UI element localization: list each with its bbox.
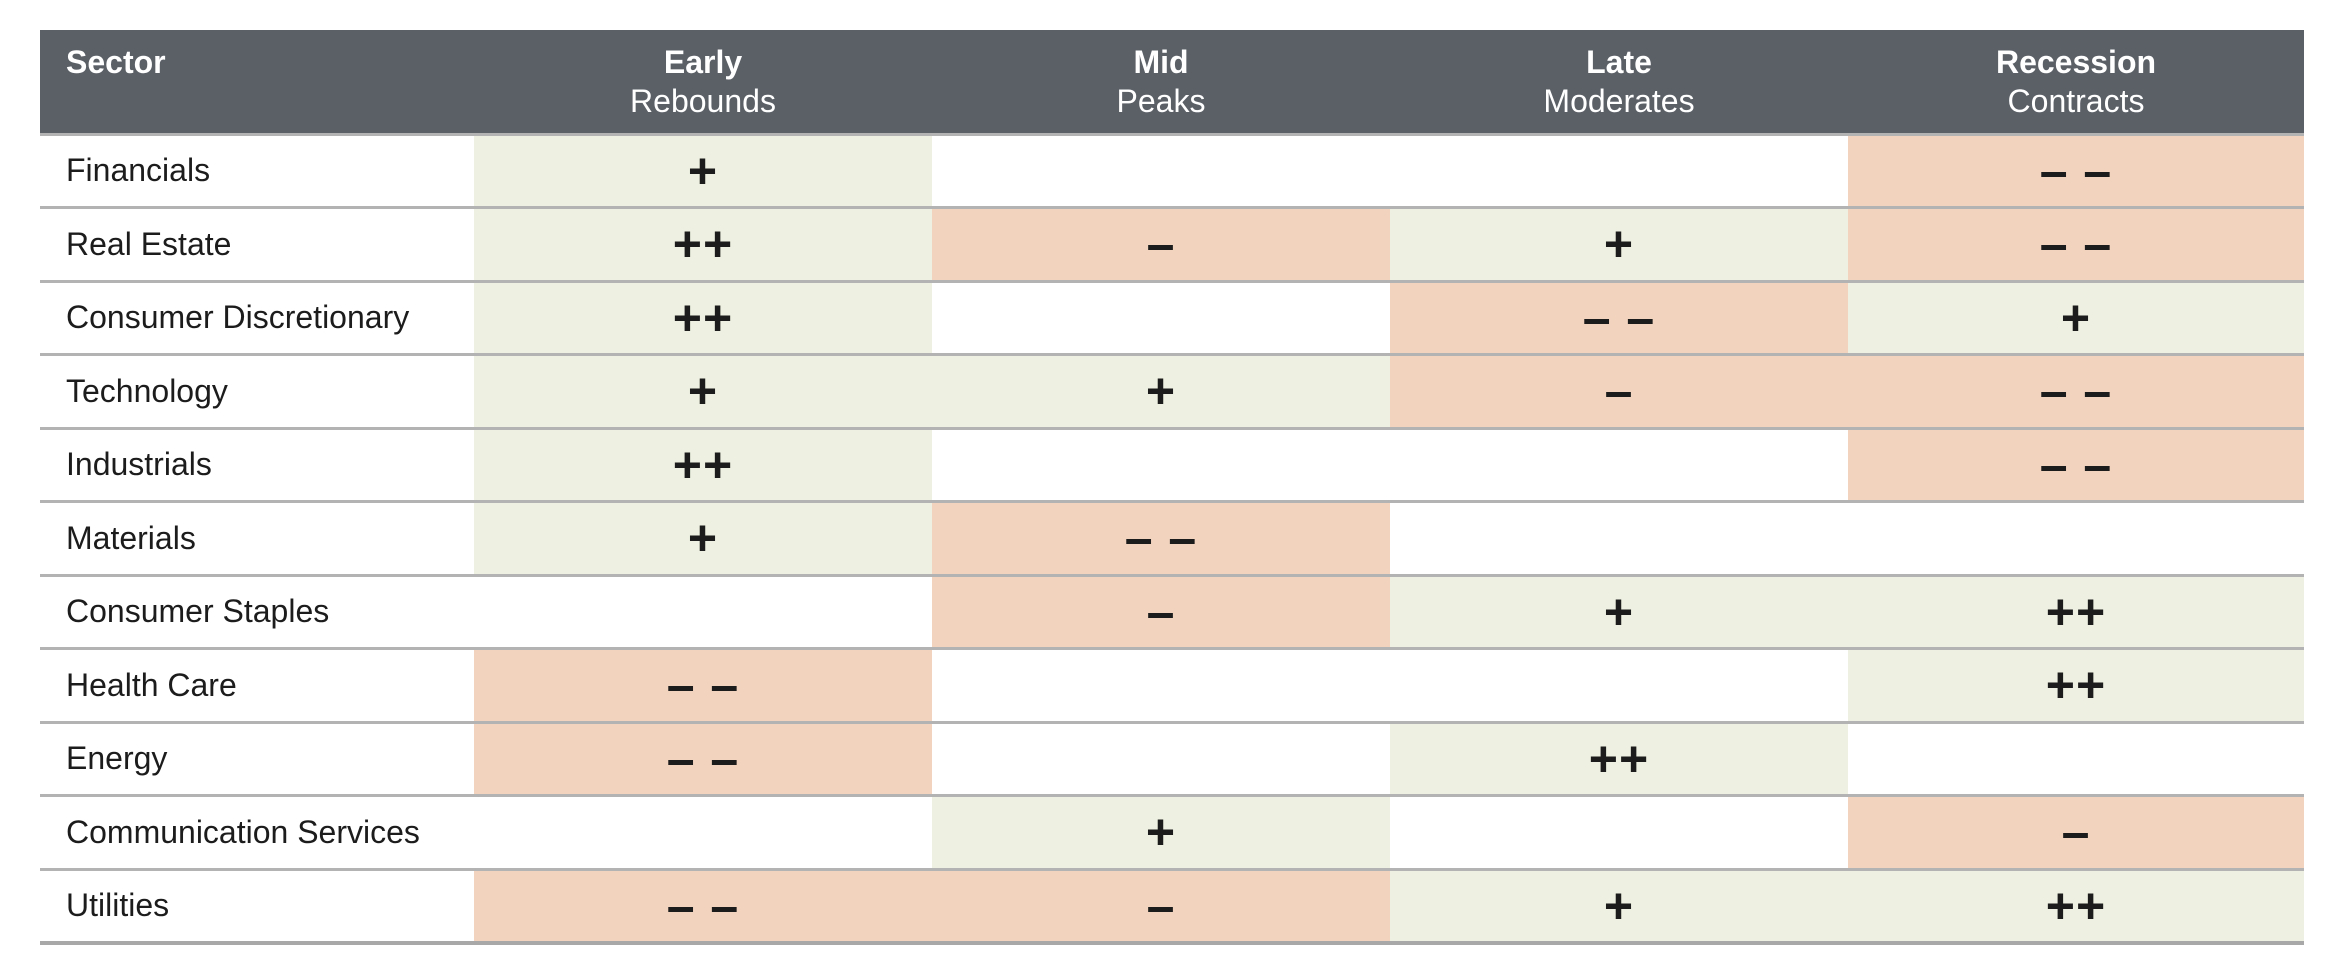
cell-early: – – <box>474 867 932 945</box>
cell-mid <box>932 426 1390 502</box>
sector-label: Industrials <box>40 426 474 502</box>
sector-label: Consumer Staples <box>40 573 474 649</box>
cell-mid <box>932 132 1390 208</box>
sector-label: Health Care <box>40 647 474 722</box>
phase-name: Recession <box>1995 44 2157 80</box>
cell-late: + <box>1390 573 1848 649</box>
column-header-late: Late Moderates <box>1390 30 1848 134</box>
sector-label: Materials <box>40 500 474 575</box>
table-row-health-care: Health Care – – ++ <box>40 647 2304 722</box>
sector-label: Financials <box>40 132 474 208</box>
table-row-energy: Energy – – ++ <box>40 720 2304 796</box>
cell-early: + <box>474 353 932 428</box>
header-sector-label: Sector <box>66 44 166 80</box>
column-header-sector: Sector <box>40 30 474 134</box>
header-row: Sector Early Rebounds Mid Peaks Late Mod… <box>40 30 2304 134</box>
cell-early: + <box>474 500 932 575</box>
cell-mid: – <box>932 573 1390 649</box>
phase-name: Late <box>1586 44 1652 80</box>
sector-label: Technology <box>40 353 474 428</box>
table-row-communication-services: Communication Services + – <box>40 794 2304 869</box>
cell-recession: – <box>1848 794 2304 869</box>
cell-late <box>1390 647 1848 722</box>
cell-late: + <box>1390 206 1848 281</box>
cell-early: – – <box>474 720 932 796</box>
cell-mid: – – <box>932 500 1390 575</box>
sector-label: Energy <box>40 720 474 796</box>
cell-recession: – – <box>1848 132 2304 208</box>
phase-name: Mid <box>1133 44 1189 80</box>
sector-business-cycle-table: Sector Early Rebounds Mid Peaks Late Mod… <box>40 30 2304 945</box>
sector-label: Real Estate <box>40 206 474 281</box>
cell-late <box>1390 426 1848 502</box>
cell-recession: – – <box>1848 353 2304 428</box>
sector-performance-table: Sector Early Rebounds Mid Peaks Late Mod… <box>40 30 2304 945</box>
table-row-real-estate: Real Estate ++ – + – – <box>40 206 2304 281</box>
cell-early: + <box>474 132 932 208</box>
column-header-mid: Mid Peaks <box>932 30 1390 134</box>
cell-early: ++ <box>474 206 932 281</box>
cell-recession: ++ <box>1848 867 2304 945</box>
cell-recession: ++ <box>1848 573 2304 649</box>
cell-early: ++ <box>474 426 932 502</box>
cell-mid: – <box>932 206 1390 281</box>
table-row-utilities: Utilities – – – + ++ <box>40 867 2304 945</box>
column-header-recession: Recession Contracts <box>1848 30 2304 134</box>
table-row-consumer-discretionary: Consumer Discretionary ++ – – + <box>40 279 2304 355</box>
phase-subtitle: Rebounds <box>630 83 776 119</box>
cell-recession: + <box>1848 279 2304 355</box>
sector-label: Utilities <box>40 867 474 945</box>
cell-late <box>1390 500 1848 575</box>
phase-subtitle: Contracts <box>2007 83 2145 119</box>
column-header-early: Early Rebounds <box>474 30 932 134</box>
cell-recession: – – <box>1848 426 2304 502</box>
cell-mid: + <box>932 353 1390 428</box>
cell-late <box>1390 132 1848 208</box>
cell-early: ++ <box>474 279 932 355</box>
cell-recession <box>1848 500 2304 575</box>
cell-early <box>474 794 932 869</box>
table-row-materials: Materials + – – <box>40 500 2304 575</box>
cell-late <box>1390 794 1848 869</box>
cell-early <box>474 573 932 649</box>
phase-subtitle: Moderates <box>1543 83 1695 119</box>
cell-mid <box>932 647 1390 722</box>
table-row-industrials: Industrials ++ – – <box>40 426 2304 502</box>
sector-label: Communication Services <box>40 794 474 869</box>
cell-late: – <box>1390 353 1848 428</box>
cell-late: – – <box>1390 279 1848 355</box>
cell-recession: ++ <box>1848 647 2304 722</box>
phase-name: Early <box>663 44 743 80</box>
cell-mid: – <box>932 867 1390 945</box>
cell-recession <box>1848 720 2304 796</box>
phase-subtitle: Peaks <box>1116 83 1206 119</box>
table-row-consumer-staples: Consumer Staples – + ++ <box>40 573 2304 649</box>
sector-label: Consumer Discretionary <box>40 279 474 355</box>
cell-late: ++ <box>1390 720 1848 796</box>
cell-mid <box>932 720 1390 796</box>
cell-mid: + <box>932 794 1390 869</box>
table-row-technology: Technology + + – – – <box>40 353 2304 428</box>
cell-late: + <box>1390 867 1848 945</box>
table-row-financials: Financials + – – <box>40 132 2304 208</box>
cell-early: – – <box>474 647 932 722</box>
cell-recession: – – <box>1848 206 2304 281</box>
cell-mid <box>932 279 1390 355</box>
